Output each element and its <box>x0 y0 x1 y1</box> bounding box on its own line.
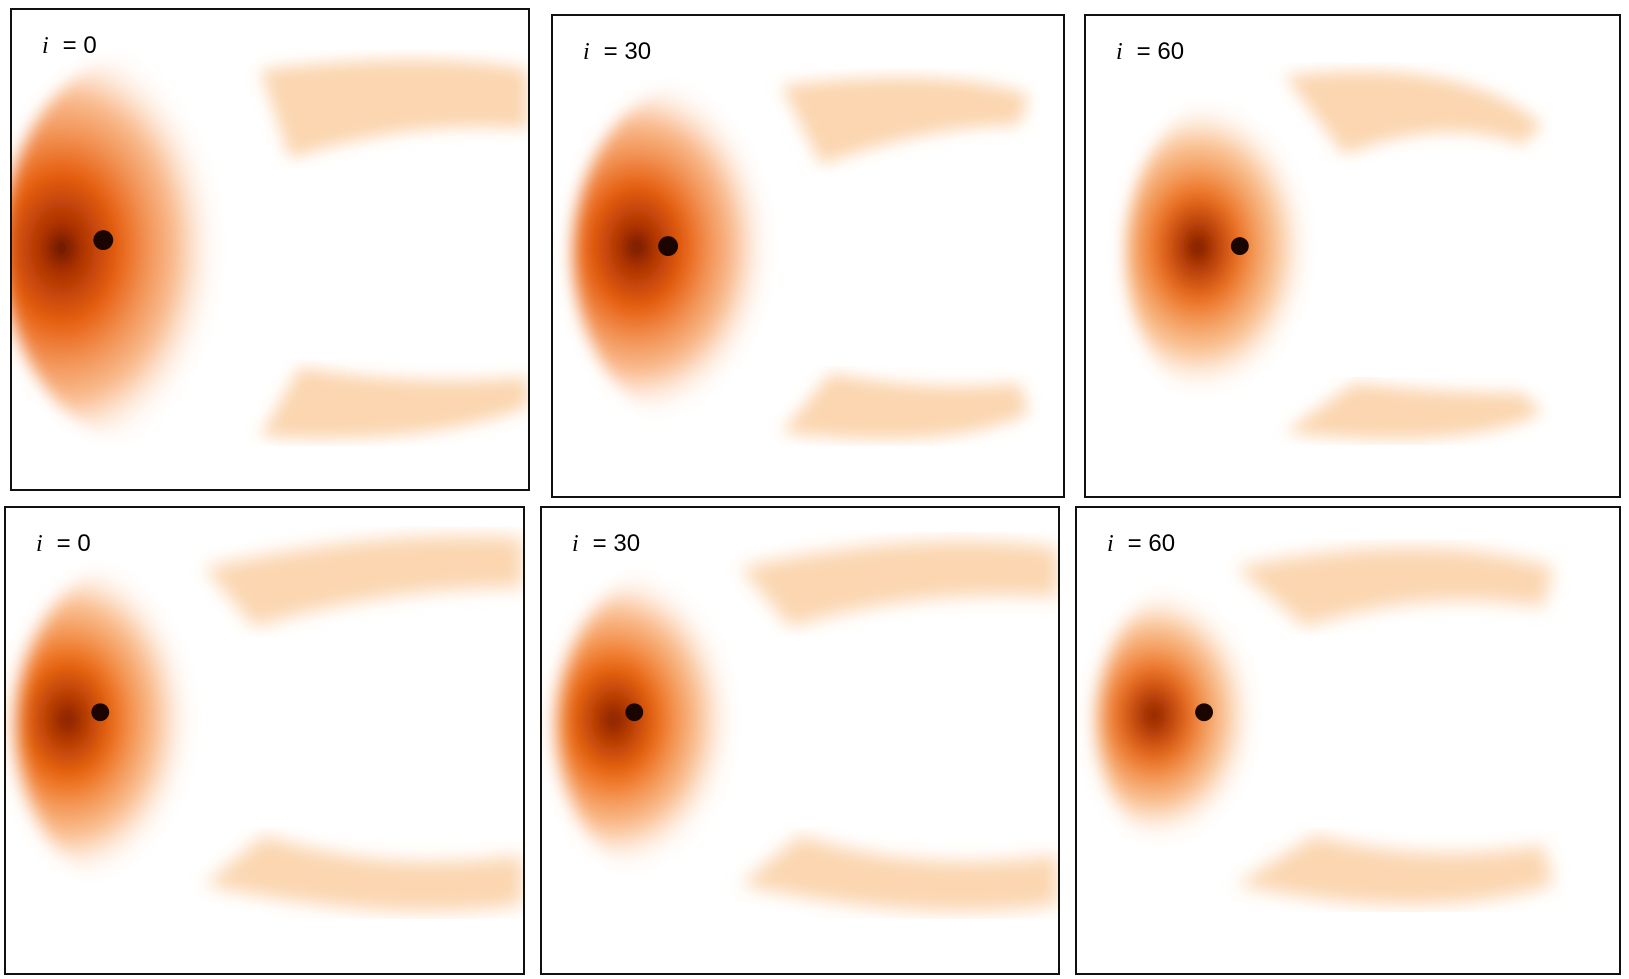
inclination-symbol: i <box>1116 39 1123 65</box>
inclination-symbol: i <box>572 531 579 557</box>
density-map-image <box>12 49 528 447</box>
inclination-label: i = 60 <box>1107 530 1175 558</box>
density-map-image <box>15 535 523 912</box>
panel-bottom-i60: i = 60 <box>1075 506 1621 975</box>
inclination-value: = 60 <box>1127 530 1176 557</box>
panel-top-i0: i = 0 <box>10 8 530 491</box>
inclination-value: = 30 <box>603 38 652 65</box>
inclination-value: = 60 <box>1136 38 1185 65</box>
density-map-image <box>1096 547 1554 905</box>
density-map-image <box>572 75 1030 440</box>
inclination-label: i = 0 <box>42 32 97 60</box>
density-map-image <box>1125 71 1543 440</box>
inclination-label: i = 60 <box>1116 38 1184 66</box>
panel-bottom-i0: i = 0 <box>4 506 525 975</box>
inclination-symbol: i <box>583 39 590 65</box>
inclination-value: = 0 <box>56 530 91 557</box>
inclination-label: i = 30 <box>583 38 651 66</box>
inclination-label: i = 0 <box>36 530 91 558</box>
inclination-value: = 0 <box>62 32 97 59</box>
inclination-value: = 30 <box>592 530 641 557</box>
density-map-image <box>556 541 1058 912</box>
panel-bottom-i30: i = 30 <box>540 506 1060 975</box>
inclination-symbol: i <box>1107 531 1114 557</box>
panel-top-i30: i = 30 <box>551 14 1065 498</box>
panel-top-i60: i = 60 <box>1084 14 1621 498</box>
inclination-label: i = 30 <box>572 530 640 558</box>
inclination-symbol: i <box>36 531 43 557</box>
inclination-symbol: i <box>42 33 49 59</box>
